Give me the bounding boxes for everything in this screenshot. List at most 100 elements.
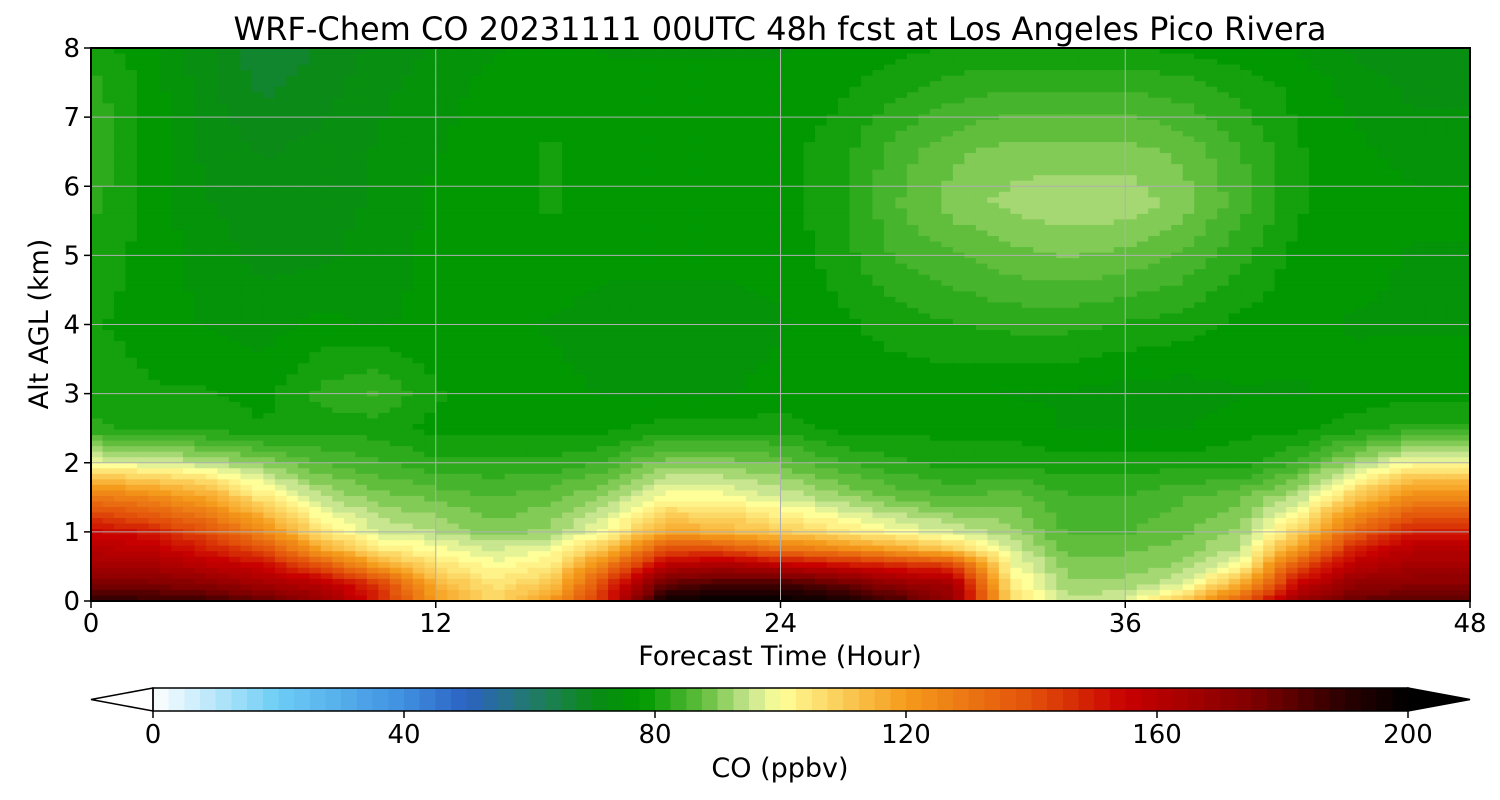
- field-cell: [895, 241, 908, 248]
- field-cell: [906, 186, 919, 193]
- field-cell: [1136, 97, 1149, 104]
- field-cell: [723, 236, 736, 243]
- field-cell: [1148, 86, 1161, 93]
- field-cell: [136, 142, 150, 149]
- field-cell: [814, 191, 828, 198]
- field-cell: [343, 202, 356, 209]
- field-cell: [987, 180, 1000, 187]
- field-cell: [1021, 247, 1034, 254]
- field-cell: [355, 164, 368, 171]
- field-cell: [700, 274, 713, 281]
- field-cell: [1148, 147, 1161, 154]
- field-cell: [1067, 180, 1080, 187]
- field-cell: [481, 130, 494, 138]
- field-cell: [906, 75, 919, 82]
- field-cell: [780, 142, 793, 149]
- field-cell: [803, 263, 816, 270]
- field-cell: [1079, 64, 1092, 71]
- field-cell: [1010, 53, 1023, 60]
- field-cell: [1309, 224, 1322, 232]
- field-cell: [654, 191, 667, 198]
- field-cell: [297, 186, 310, 193]
- field-cell: [470, 169, 483, 176]
- field-cell: [1171, 53, 1184, 60]
- field-cell: [470, 59, 483, 66]
- field-cell: [1171, 97, 1184, 104]
- field-cell: [205, 53, 219, 60]
- field-cell: [688, 219, 701, 226]
- field-cell: [780, 97, 793, 104]
- field-cell: [378, 241, 391, 248]
- field-cell: [217, 186, 230, 193]
- field-cell: [1067, 219, 1080, 226]
- field-cell: [975, 59, 988, 66]
- field-cell: [872, 169, 885, 176]
- field-cell: [941, 103, 954, 110]
- field-cell: [366, 48, 379, 55]
- field-cell: [872, 142, 885, 149]
- field-cell: [757, 180, 770, 187]
- field-cell: [1102, 97, 1115, 104]
- field-cell: [113, 53, 127, 60]
- field-cell: [1102, 81, 1115, 88]
- field-cell: [1182, 224, 1195, 232]
- field-cell: [895, 197, 908, 204]
- field-cell: [791, 153, 805, 160]
- field-cell: [171, 92, 184, 99]
- field-cell: [711, 258, 724, 265]
- field-cell: [619, 241, 632, 248]
- field-cell: [1125, 230, 1138, 237]
- field-cell: [1447, 86, 1460, 93]
- field-cell: [952, 230, 965, 237]
- field-cell: [1366, 263, 1379, 270]
- field-cell: [1297, 92, 1310, 99]
- field-cell: [504, 75, 517, 82]
- field-cell: [1113, 53, 1126, 60]
- field-cell: [286, 230, 299, 237]
- field-cell: [1378, 208, 1391, 215]
- field-cell: [700, 130, 713, 138]
- field-cell: [102, 153, 115, 160]
- field-cell: [562, 81, 575, 88]
- field-cell: [975, 236, 988, 243]
- field-cell: [205, 119, 219, 127]
- field-cell: [113, 175, 127, 182]
- field-cell: [91, 164, 104, 171]
- field-cell: [642, 263, 655, 270]
- field-cell: [918, 208, 931, 215]
- field-cell: [1159, 125, 1172, 132]
- field-cell: [860, 219, 874, 226]
- field-cell: [194, 247, 207, 254]
- field-cell: [1355, 75, 1368, 82]
- field-cell: [1458, 236, 1470, 243]
- field-cell: [1435, 263, 1448, 270]
- field-cell: [1159, 197, 1172, 204]
- field-cell: [297, 263, 310, 270]
- field-cell: [309, 164, 322, 171]
- field-cell: [654, 92, 667, 99]
- field-cell: [412, 97, 425, 104]
- field-cell: [803, 241, 816, 248]
- field-cell: [412, 197, 425, 204]
- field-cell: [1044, 180, 1057, 187]
- field-cell: [1332, 213, 1345, 221]
- field-cell: [596, 269, 609, 276]
- field-cell: [240, 247, 253, 254]
- field-cell: [1320, 219, 1333, 226]
- field-cell: [608, 191, 621, 198]
- field-cell: [849, 169, 862, 176]
- field-cell: [941, 108, 954, 115]
- field-cell: [332, 164, 345, 171]
- field-cell: [424, 92, 437, 99]
- field-cell: [1263, 125, 1276, 132]
- field-cell: [711, 75, 724, 82]
- field-cell: [837, 142, 851, 149]
- field-cell: [194, 213, 207, 221]
- field-cell: [1401, 125, 1414, 132]
- field-cell: [780, 197, 793, 204]
- field-cell: [1228, 103, 1241, 110]
- field-cell: [987, 230, 1000, 237]
- field-cell: [1182, 230, 1195, 237]
- field-cell: [240, 153, 253, 160]
- field-cell: [608, 153, 621, 160]
